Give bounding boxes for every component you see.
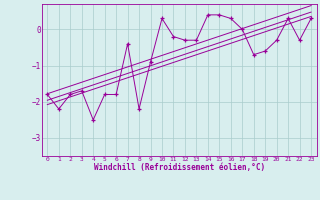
X-axis label: Windchill (Refroidissement éolien,°C): Windchill (Refroidissement éolien,°C)	[94, 163, 265, 172]
